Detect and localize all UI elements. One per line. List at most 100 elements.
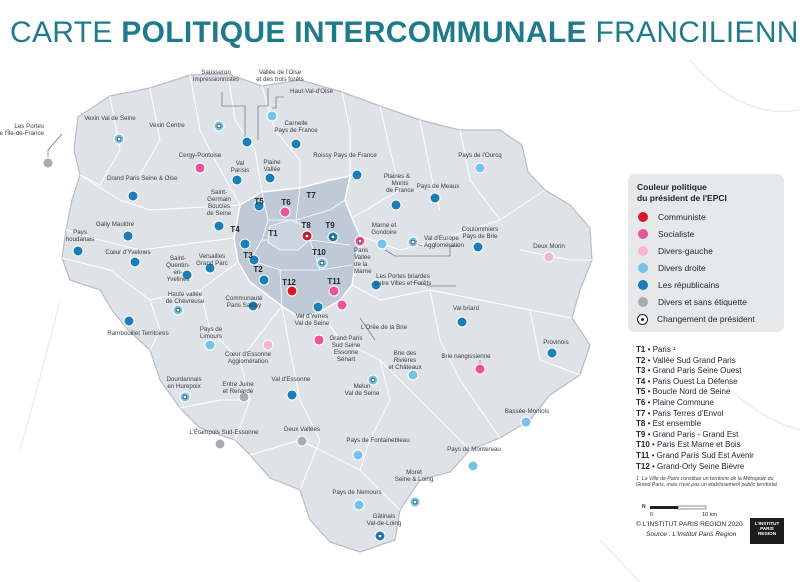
territory-list-item: T10 • Paris Est Marne et Bois xyxy=(636,440,754,451)
footnote: 1 La Ville de Paris constitue un territo… xyxy=(636,476,786,489)
territory-code-label: T9 xyxy=(325,221,335,230)
legend-item-label: Divers droite xyxy=(658,263,706,273)
copyright: © L'INSTITUT PARIS REGION 2020 xyxy=(636,521,743,528)
title-prefix: CARTE xyxy=(10,16,122,49)
territory-name: Grand Paris Sud Est Avenir xyxy=(656,450,754,460)
epci-label: Versailles xyxy=(199,253,225,260)
change-icon xyxy=(182,394,188,400)
epci-label: Melun xyxy=(354,383,371,390)
epci-label: Saint- xyxy=(211,189,227,196)
legend-title: Couleur politique du président de l'EPCI xyxy=(637,182,727,204)
epci-label: Dourdannais xyxy=(166,376,201,383)
territory-code-label: T10 xyxy=(312,248,326,257)
territory-code: T2 xyxy=(636,355,646,365)
epci-marker xyxy=(546,347,558,359)
territory-name: Plaine Commune xyxy=(652,397,714,407)
legend-item-label: Les républicains xyxy=(658,280,720,290)
territory-code: T7 xyxy=(636,408,646,418)
scale-zero: 0 xyxy=(650,512,653,518)
epci-label: Marne xyxy=(354,268,372,275)
epci-label: L'Orée de la Brie xyxy=(361,324,408,331)
logo-text: L'INSTITUT PARIS REGION xyxy=(754,521,780,536)
bullet-icon: • xyxy=(645,345,653,354)
epci-marker xyxy=(266,110,278,122)
epci-marker xyxy=(42,157,54,169)
epci-label: Val xyxy=(236,160,244,167)
territory-code: T11 xyxy=(636,450,650,460)
epci-marker xyxy=(374,530,386,542)
territory-code-label: T11 xyxy=(327,277,341,286)
epci-marker xyxy=(328,285,340,297)
epci-marker xyxy=(327,231,339,243)
epci-marker xyxy=(313,334,325,346)
epci-label: Haut-Val-d'Oise xyxy=(290,88,334,95)
epci-label: Coulommiers xyxy=(462,226,498,233)
epci-label: Pays de Montereau xyxy=(447,446,501,453)
epci-marker xyxy=(467,460,479,472)
epci-marker xyxy=(543,251,555,263)
epci-marker xyxy=(181,269,193,281)
change-icon xyxy=(412,499,418,505)
epci-marker xyxy=(474,363,486,375)
legend-item: Divers droite xyxy=(638,261,706,275)
epci-label: Sénart xyxy=(337,356,356,363)
bullet-icon: • xyxy=(645,408,653,418)
epci-marker xyxy=(407,369,419,381)
epci-marker xyxy=(247,300,259,312)
epci-label: Roissy Pays de France xyxy=(313,152,377,159)
epci-marker xyxy=(286,389,298,401)
epci-label: Cergy-Pontoise xyxy=(179,152,222,159)
legend-item: Socialiste xyxy=(638,227,694,241)
epci-label: Yvelines xyxy=(166,276,189,283)
epci-marker xyxy=(258,274,270,286)
territory-code-label: T6 xyxy=(281,198,291,207)
legend-item: Divers-gauche xyxy=(638,244,713,258)
epci-label: Agglomération xyxy=(228,358,268,365)
epci-label: Val d'Essonne xyxy=(272,376,311,383)
territory-code-label: T7 xyxy=(306,191,316,200)
legend-item: Divers et sans étiquette xyxy=(638,295,747,309)
territory-code: T8 xyxy=(636,419,646,429)
epci-label: Rambouillet Territoires xyxy=(107,330,168,337)
epci-label: Pays de Meaux xyxy=(417,183,461,190)
epci-marker xyxy=(353,499,365,511)
epci-label: Parisis xyxy=(231,167,250,174)
epci-label: Vallée xyxy=(264,166,281,173)
color-swatch-icon xyxy=(638,246,648,256)
epci-marker xyxy=(213,120,225,132)
bullet-icon: • xyxy=(649,461,658,471)
epci-label: Grand Parc xyxy=(196,260,228,267)
territory-code-label: T4 xyxy=(230,225,240,234)
scale-label: 10 km xyxy=(702,512,717,518)
epci-label: Val de Seine xyxy=(295,320,330,327)
territory-name: Paris Ouest La Défense xyxy=(652,376,738,386)
change-icon xyxy=(330,234,336,240)
scale-bar: N 0 10 km xyxy=(642,504,717,518)
epci-label: Boucles xyxy=(208,203,230,210)
change-icon xyxy=(175,307,181,313)
territory-name: Grand Paris - Grand Est xyxy=(652,429,739,439)
epci-marker xyxy=(370,279,382,291)
territory-name: Grand Paris Seine Ouest xyxy=(652,366,742,376)
epci-marker xyxy=(204,339,216,351)
change-icon xyxy=(216,123,222,129)
territory-list-item: T11 • Grand Paris Sud Est Avenir xyxy=(636,451,754,462)
epci-marker xyxy=(194,162,206,174)
epci-marker xyxy=(214,438,226,450)
epci-label: Seine & Loing xyxy=(395,476,434,483)
bullet-icon: • xyxy=(645,419,653,429)
bullet-icon: • xyxy=(645,366,653,376)
bullet-icon: • xyxy=(649,440,658,450)
epci-marker xyxy=(239,238,251,250)
epci-label: Marne et xyxy=(372,222,397,229)
epci-label: Val d'Europe xyxy=(424,235,459,242)
epci-marker xyxy=(351,169,363,181)
epci-label: Limours xyxy=(200,333,222,340)
epci-marker xyxy=(123,315,135,327)
territory-name: Paris Terres d'Envol xyxy=(652,408,724,418)
territory-list-item: T4 • Paris Ouest La Défense xyxy=(636,377,754,388)
epci-label: Les Portes briardes xyxy=(376,273,430,280)
epci-label: Provinois xyxy=(543,339,568,346)
epci-marker xyxy=(376,238,388,250)
